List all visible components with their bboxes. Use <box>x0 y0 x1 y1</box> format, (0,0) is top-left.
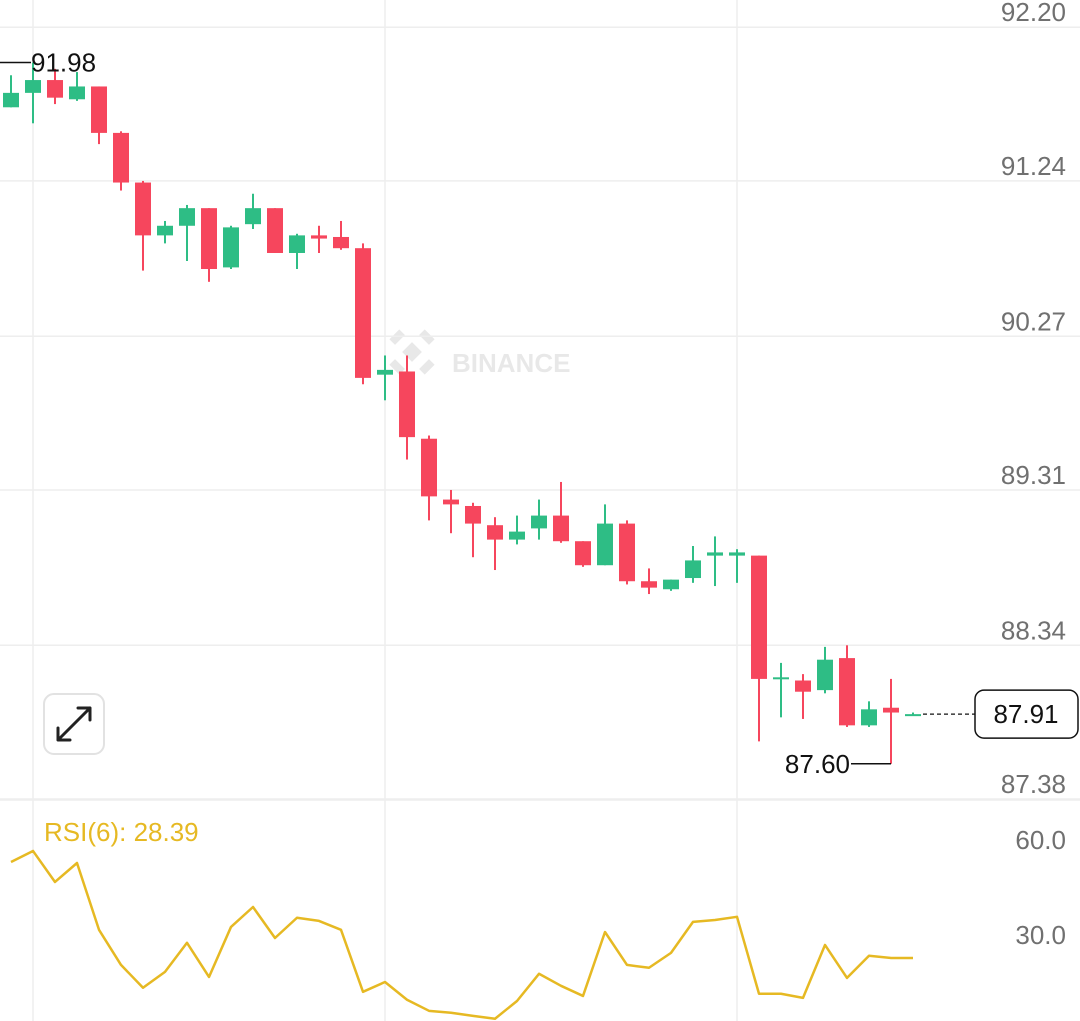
candle-body <box>883 707 899 713</box>
candle-body <box>421 438 437 497</box>
candle-body <box>839 658 855 726</box>
candle-body <box>773 677 789 680</box>
watermark: BINANCE <box>389 329 570 378</box>
y-tick-label: 88.34 <box>1001 615 1066 645</box>
candle-body <box>509 531 525 540</box>
candle-body <box>3 92 19 108</box>
candle-body <box>289 235 305 253</box>
candle-body <box>751 555 767 679</box>
candle-body <box>905 714 921 717</box>
candle-body <box>575 541 591 566</box>
y-tick-label: 30.0 <box>1015 920 1066 950</box>
candle-body <box>311 235 327 239</box>
candle-body <box>201 208 217 270</box>
candle-body <box>179 208 195 226</box>
candle-body <box>333 236 349 249</box>
candle-body <box>597 523 613 566</box>
candle-body <box>399 371 415 438</box>
candle-body <box>355 248 371 378</box>
candle-body <box>795 680 811 692</box>
y-tick-label: 92.20 <box>1001 0 1066 27</box>
candle-body <box>465 505 481 524</box>
high-label: 91.98 <box>31 47 96 77</box>
candle-body <box>443 499 459 505</box>
candle-body <box>91 86 107 133</box>
y-tick-label: 87.38 <box>1001 769 1066 799</box>
candle-body <box>135 182 151 236</box>
candle-body <box>685 560 701 579</box>
rsi-line <box>10 849 914 1020</box>
last-price-label: 87.91 <box>993 699 1058 729</box>
watermark-text: BINANCE <box>452 348 570 378</box>
y-tick-label: 91.24 <box>1001 151 1066 181</box>
y-tick-label: 60.0 <box>1015 825 1066 855</box>
candle-body <box>47 80 63 98</box>
candle-body <box>707 552 723 556</box>
candle-body <box>729 552 745 556</box>
last-price-box <box>974 689 1079 739</box>
candle-body <box>641 581 657 588</box>
candle-body <box>663 579 679 590</box>
expand-button[interactable] <box>43 693 105 755</box>
candle-body <box>531 515 547 529</box>
candle-body <box>223 227 239 268</box>
candle-body <box>267 208 283 253</box>
candle-body <box>157 225 173 236</box>
rsi-title: RSI(6): 28.39 <box>44 817 199 847</box>
low-label: 87.60 <box>785 749 850 779</box>
candle-body <box>553 515 569 542</box>
candle-body <box>817 659 833 691</box>
y-tick-label: 89.31 <box>1001 460 1066 490</box>
candle-body <box>245 208 261 225</box>
candle-body <box>377 369 393 375</box>
candle-body <box>619 523 635 582</box>
candle-body <box>487 525 503 540</box>
candle-body <box>69 86 85 100</box>
candle-body <box>861 709 877 726</box>
y-tick-label: 90.27 <box>1001 306 1066 336</box>
candle-body <box>25 80 41 93</box>
candle-body <box>113 132 129 183</box>
